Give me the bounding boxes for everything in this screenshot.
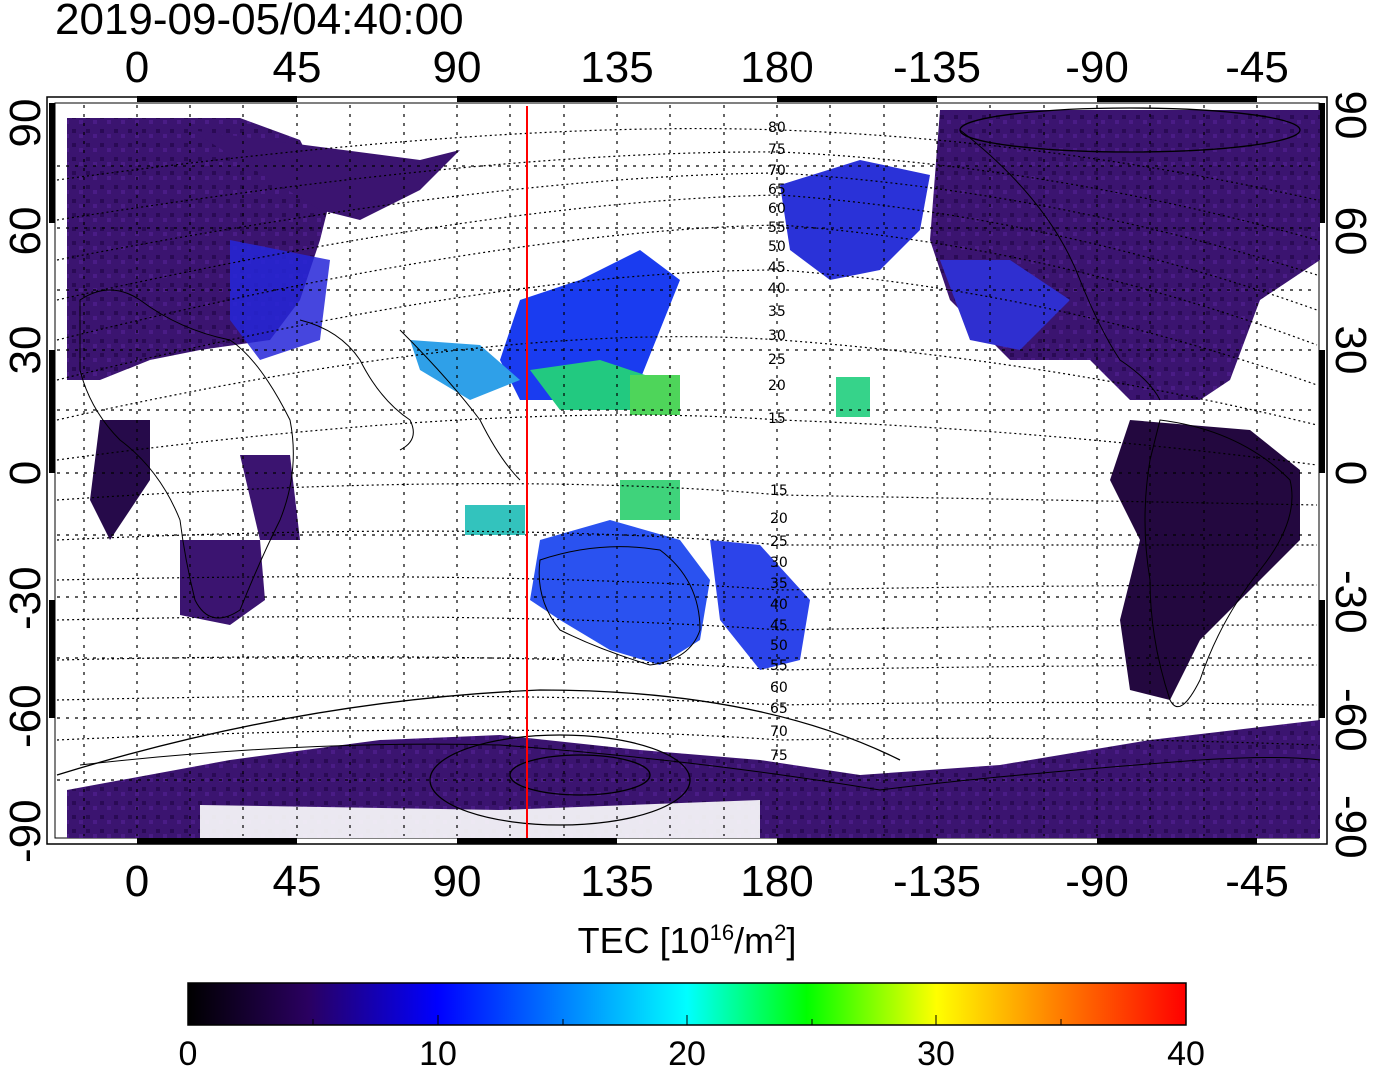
- colorbar-label-end: ]: [786, 920, 797, 961]
- contour-label: 15: [768, 411, 786, 427]
- top-lon-tick: 180: [740, 43, 814, 92]
- timestamp-title: 2019-09-05/04:40:00: [55, 0, 464, 44]
- contour-label: 20: [768, 378, 786, 394]
- contour-label: 35: [768, 304, 786, 320]
- colorbar-label-unit: /m: [734, 920, 775, 961]
- contour-label: 70: [768, 163, 786, 179]
- contour-label: 60: [768, 201, 786, 217]
- contour-label: 75: [770, 748, 788, 764]
- contour-label: 65: [768, 182, 786, 198]
- contour-label: 55: [768, 220, 786, 236]
- bottom-lon-tick: -90: [1065, 857, 1129, 906]
- bottom-lon-tick: 135: [580, 857, 654, 906]
- colorbar-tick: 30: [917, 1035, 955, 1073]
- colorbar-tick: 10: [419, 1035, 457, 1073]
- contour-label: 50: [768, 239, 786, 255]
- colorbar-label-exponent2: 2: [774, 920, 787, 945]
- contour-label: 55: [770, 658, 788, 674]
- contour-label: 70: [770, 724, 788, 740]
- contour-label: 30: [768, 328, 786, 344]
- contour-label: 30: [770, 555, 788, 571]
- contour-label: 75: [768, 142, 786, 158]
- colorbar-tick: 40: [1167, 1035, 1205, 1073]
- contour-label: 50: [770, 638, 788, 654]
- bottom-lon-tick: 90: [432, 857, 482, 906]
- contour-label: 45: [768, 260, 786, 276]
- top-lon-tick: 90: [432, 43, 482, 92]
- graticule: [57, 105, 1317, 836]
- magnetic-latitude-contours: [56, 127, 1318, 746]
- contour-label: 65: [770, 701, 788, 717]
- colorbar-minor-ticks: [312, 1015, 1062, 1025]
- colorbar-label: TEC [1016/m2]: [0, 920, 1374, 962]
- bottom-lon-tick: 180: [740, 857, 814, 906]
- contour-label: 15: [770, 483, 788, 499]
- frame-tick-bars: [49, 96, 1325, 844]
- bottom-lon-tick: -45: [1225, 857, 1289, 906]
- contour-label: 60: [770, 680, 788, 696]
- contour-label: 25: [768, 352, 786, 368]
- contour-label: 40: [768, 281, 786, 297]
- top-lon-tick: -90: [1065, 43, 1129, 92]
- top-lon-tick: 135: [580, 43, 654, 92]
- contour-label: 80: [768, 120, 786, 136]
- colorbar-tick: 20: [668, 1035, 706, 1073]
- colorbar-label-main: TEC [10: [577, 920, 710, 961]
- bottom-lon-tick: 0: [124, 857, 150, 906]
- contour-label: 40: [770, 597, 788, 613]
- contour-labels: 80 75 70 65 60 55 50 45 40 35 30 25 20 1…: [768, 120, 788, 764]
- top-lon-tick: -135: [892, 43, 982, 92]
- top-lon-tick: 0: [124, 43, 150, 92]
- contour-label: 20: [770, 511, 788, 527]
- bottom-lon-tick: -135: [892, 857, 982, 906]
- contour-label: 25: [770, 534, 788, 550]
- colorbar-tick: 0: [178, 1035, 198, 1073]
- bottom-lon-tick: 45: [272, 857, 322, 906]
- tec-data-regions: [67, 110, 1320, 838]
- coastlines: [79, 129, 1321, 791]
- colorbar-label-exponent: 16: [709, 920, 735, 945]
- top-lon-tick: -45: [1225, 43, 1289, 92]
- contour-label: 45: [770, 618, 788, 634]
- top-lon-tick: 45: [272, 43, 322, 92]
- contour-label: 35: [770, 576, 788, 592]
